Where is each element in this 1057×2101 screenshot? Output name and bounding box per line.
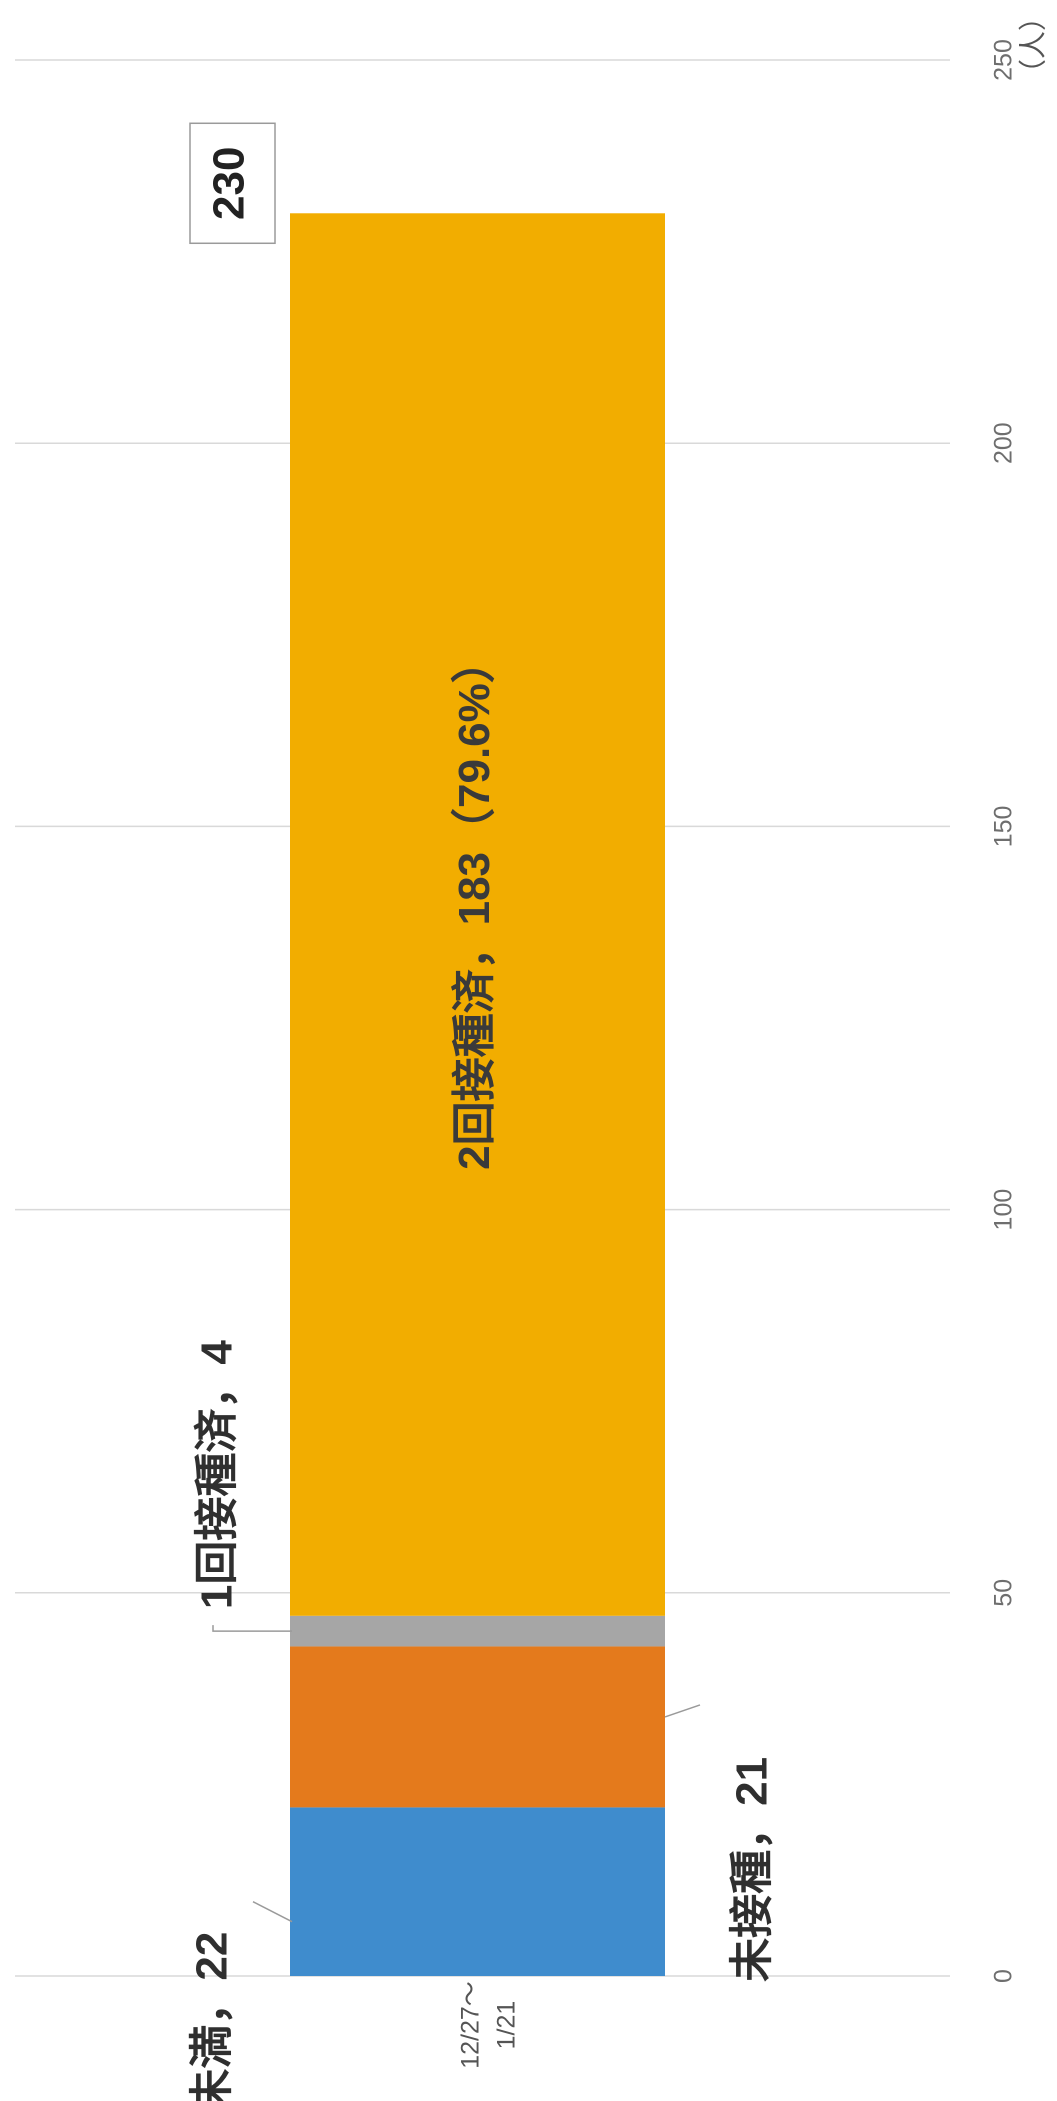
total-label: 230 <box>205 147 254 220</box>
leader-line <box>213 1625 292 1631</box>
axis-tick-labels: 0 50 100 150 200 250 <box>990 39 1018 1983</box>
x-tick-label: 200 <box>990 422 1018 464</box>
data-label: 12歳未満，22 <box>188 1932 237 2101</box>
x-tick-label: 250 <box>990 39 1018 81</box>
x-tick-label: 0 <box>990 1969 1018 1983</box>
category-label-line-1: 12/27～ <box>457 1981 485 2069</box>
x-tick-label: 100 <box>990 1189 1018 1231</box>
unit-label: （人） <box>1017 3 1048 87</box>
bar-segment <box>290 1807 665 1976</box>
x-tick-label: 150 <box>990 806 1018 848</box>
data-label: 1回接種済，4 <box>193 1340 242 1609</box>
leader-line <box>665 1705 700 1717</box>
leader-line <box>253 1902 292 1922</box>
category-label-line-2: 1/21 <box>493 2001 521 2050</box>
x-tick-label: 50 <box>990 1579 1018 1607</box>
data-label: 2回接種済，183（79.6%） <box>450 639 499 1170</box>
data-label: 未接種，21 <box>728 1757 777 1982</box>
bar-segment <box>290 1616 665 1647</box>
bar-segment <box>290 1646 665 1807</box>
